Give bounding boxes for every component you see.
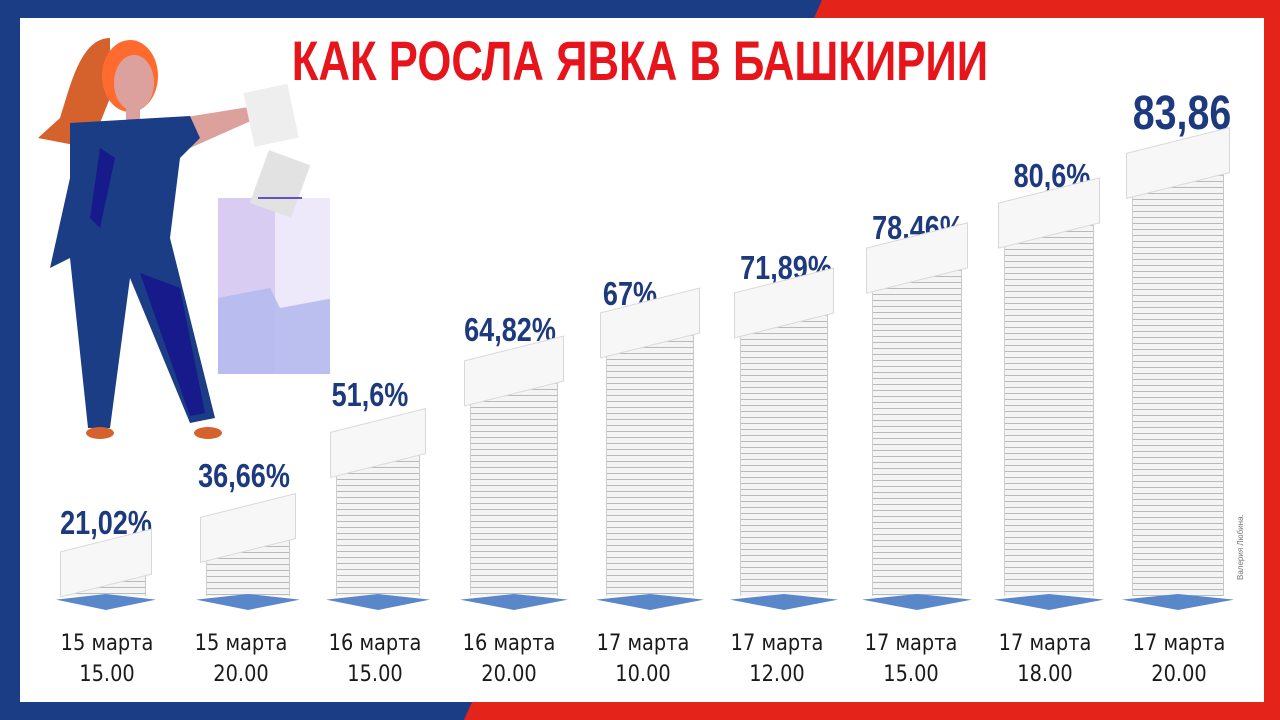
value-label: 36,66% <box>198 457 290 494</box>
time-label: 15 марта 20.00 <box>194 631 288 687</box>
credit-text: Валерия Любина. <box>1236 514 1245 580</box>
ballot-stack <box>196 493 300 610</box>
voter-illustration <box>38 38 330 439</box>
time-label: 15 марта 15.00 <box>60 631 154 687</box>
ballot-stack <box>460 335 568 610</box>
time-label: 17 марта 12.00 <box>730 631 824 687</box>
value-label: 51,6% <box>331 376 409 413</box>
time-label: 17 марта 10.00 <box>596 631 690 687</box>
ballot-stack <box>56 528 156 610</box>
page-title: КАК РОСЛА ЯВКА В БАШКИРИИ <box>291 29 989 92</box>
ballot-stack <box>994 177 1104 610</box>
time-label: 16 марта 20.00 <box>462 631 556 687</box>
time-label: 17 марта 15.00 <box>864 631 958 687</box>
ballot-stack <box>596 287 704 610</box>
ballot-stack <box>1122 127 1234 610</box>
time-label: 16 марта 15.00 <box>328 631 422 687</box>
time-label: 17 марта 20.00 <box>1132 631 1226 687</box>
ballot-stack <box>326 408 430 610</box>
time-label: 17 марта 18.00 <box>998 631 1092 687</box>
ballot-stack <box>862 222 972 610</box>
ballot-stack <box>730 267 838 610</box>
